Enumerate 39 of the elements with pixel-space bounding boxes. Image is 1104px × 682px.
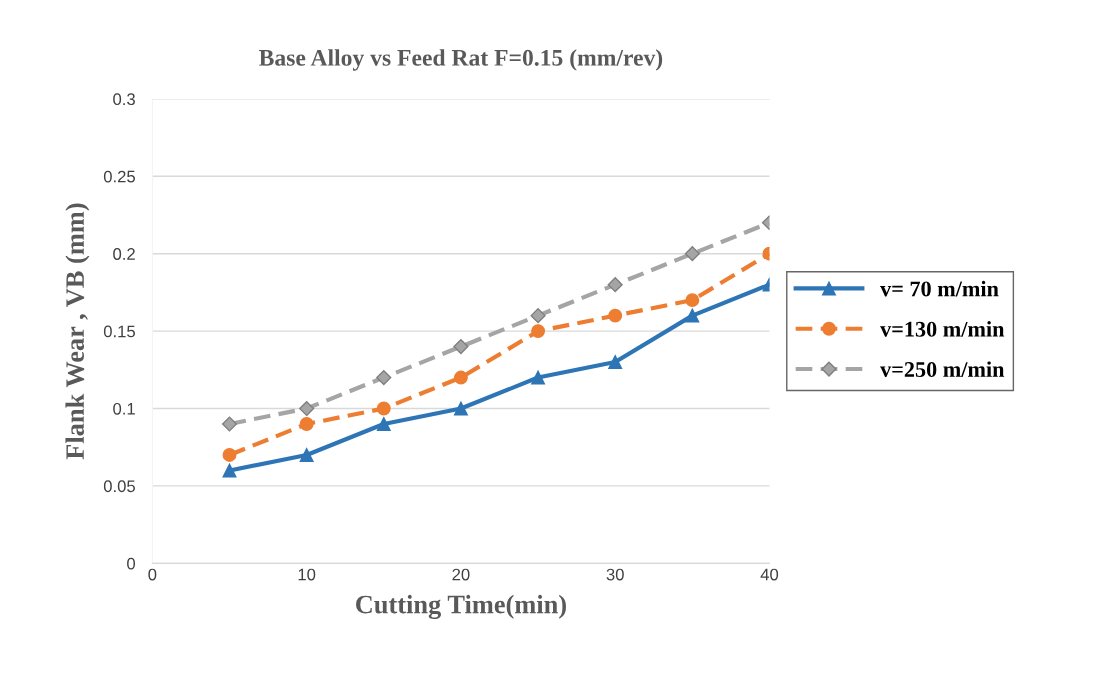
y-tick-label: 0 bbox=[127, 557, 136, 570]
point bbox=[608, 355, 623, 370]
point bbox=[299, 448, 314, 462]
point bbox=[531, 324, 546, 339]
x-tick-label: 10 bbox=[298, 568, 316, 581]
legend-label: v=130 m/min bbox=[880, 321, 1005, 337]
y-tick-label: 0.25 bbox=[103, 170, 135, 183]
y-axis-title: Flank Wear , VB (mm) bbox=[65, 203, 90, 460]
point bbox=[376, 369, 392, 386]
point bbox=[222, 463, 237, 478]
y-tick-label: 0.1 bbox=[113, 402, 135, 415]
legend-label: v=250 m/min bbox=[880, 361, 1005, 378]
x-tick-label: 30 bbox=[606, 568, 624, 581]
point bbox=[531, 370, 546, 385]
point bbox=[607, 277, 623, 293]
point bbox=[299, 400, 315, 417]
point bbox=[221, 416, 238, 432]
point bbox=[453, 339, 469, 355]
point bbox=[685, 293, 700, 308]
y-tick-label: 0.05 bbox=[103, 480, 135, 493]
chart-title: Base Alloy vs Feed Rat F=0.15 (mm/rev) bbox=[259, 49, 663, 71]
point bbox=[453, 401, 468, 416]
x-tick-label: 20 bbox=[452, 568, 470, 581]
point bbox=[684, 246, 700, 262]
point bbox=[685, 308, 700, 323]
x-tick-label: 0 bbox=[148, 568, 157, 581]
point bbox=[376, 417, 391, 431]
point bbox=[608, 308, 623, 323]
y-tick-label: 0.2 bbox=[113, 248, 135, 260]
legend-label: v= 70 m/min bbox=[880, 280, 999, 297]
point bbox=[453, 370, 468, 385]
y-tick-label: 0.15 bbox=[103, 325, 135, 338]
x-axis-title: Cutting Time(min) bbox=[356, 594, 566, 619]
point bbox=[299, 417, 314, 431]
point bbox=[222, 448, 237, 462]
point bbox=[376, 401, 391, 416]
point bbox=[530, 308, 546, 324]
y-tick-label: 0.3 bbox=[113, 93, 135, 106]
x-tick-label: 40 bbox=[760, 568, 779, 581]
